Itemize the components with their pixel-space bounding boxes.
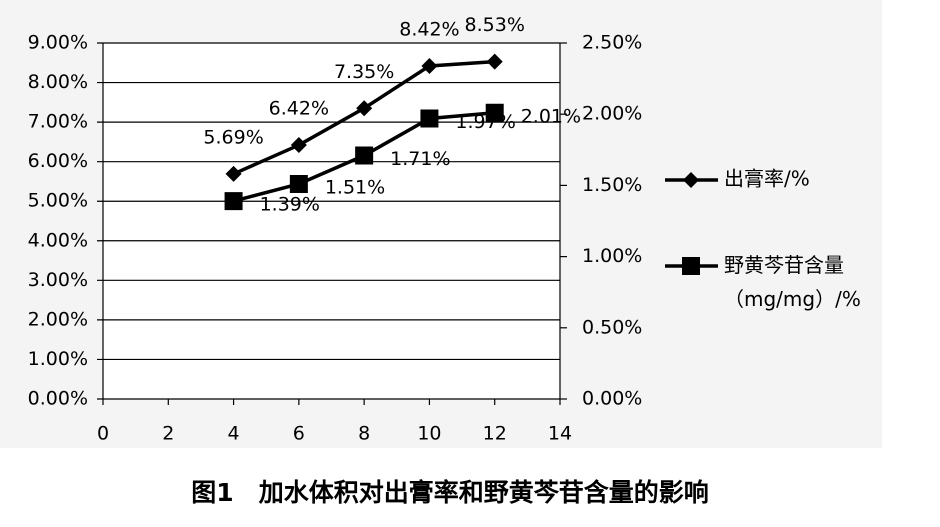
legend-marker bbox=[682, 257, 700, 275]
y-tick-label: 2.00% bbox=[28, 308, 88, 330]
caption: 图1 加水体积对出膏率和野黄芩苷含量的影响 bbox=[191, 478, 708, 507]
data-point bbox=[290, 137, 307, 154]
data-point bbox=[421, 57, 438, 74]
data-label: 5.69% bbox=[203, 126, 263, 148]
y-tick-label: 8.00% bbox=[28, 71, 88, 93]
y2-tick-label: 0.50% bbox=[582, 316, 642, 338]
legend-marker bbox=[683, 172, 699, 188]
x-tick-label: 14 bbox=[548, 423, 572, 445]
legend-label: 野黄芩苷含量（mg/mg）/% bbox=[724, 253, 861, 311]
data-label: 1.97% bbox=[455, 111, 515, 133]
data-label: 6.42% bbox=[269, 98, 329, 120]
data-label: 2.01% bbox=[521, 105, 581, 127]
y-tick-label: 5.00% bbox=[28, 190, 88, 212]
y-tick-label: 3.00% bbox=[28, 269, 88, 291]
y2-tick-label: 2.00% bbox=[582, 103, 642, 125]
plot-area bbox=[103, 43, 560, 399]
y-tick-label: 6.00% bbox=[28, 150, 88, 172]
data-label: 1.71% bbox=[390, 148, 450, 170]
y-tick-label: 9.00% bbox=[28, 32, 88, 54]
data-point bbox=[420, 109, 439, 128]
data-point bbox=[486, 53, 503, 70]
y-tick-label: 7.00% bbox=[28, 111, 88, 133]
data-label: 1.51% bbox=[325, 176, 385, 198]
data-point bbox=[225, 165, 242, 182]
y2-tick-label: 1.00% bbox=[582, 245, 642, 267]
data-label: 7.35% bbox=[334, 61, 394, 83]
y2-tick-label: 0.00% bbox=[582, 388, 642, 410]
x-tick-label: 2 bbox=[162, 423, 174, 445]
x-tick-label: 12 bbox=[483, 423, 507, 445]
data-point bbox=[224, 192, 243, 211]
x-tick-label: 6 bbox=[293, 423, 305, 445]
data-point bbox=[356, 100, 373, 117]
x-tick-label: 8 bbox=[358, 423, 370, 445]
data-label: 8.53% bbox=[465, 14, 525, 36]
y-tick-label: 4.00% bbox=[28, 229, 88, 251]
data-point bbox=[485, 103, 504, 122]
y2-tick-label: 1.50% bbox=[582, 174, 642, 196]
y-tick-label: 1.00% bbox=[28, 348, 88, 370]
y2-tick-label: 2.50% bbox=[582, 32, 642, 54]
data-point bbox=[355, 146, 374, 165]
x-tick-label: 10 bbox=[417, 423, 441, 445]
x-tick-label: 4 bbox=[228, 423, 240, 445]
legend-label: 出膏率/% bbox=[724, 167, 810, 191]
data-label: 1.39% bbox=[260, 194, 320, 216]
data-point bbox=[289, 174, 308, 193]
y-tick-label: 0.00% bbox=[28, 388, 88, 410]
data-label: 8.42% bbox=[399, 18, 459, 40]
x-tick-label: 0 bbox=[97, 423, 109, 445]
